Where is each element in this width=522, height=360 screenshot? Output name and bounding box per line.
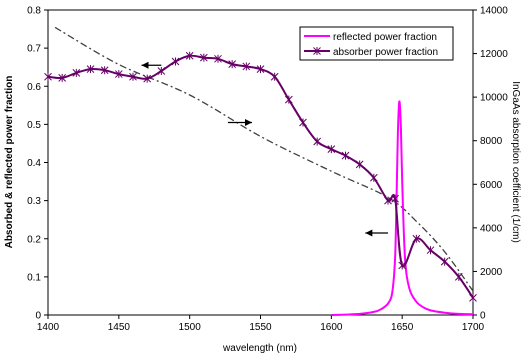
series-reflected-line — [331, 100, 474, 316]
y-left-tick-label: 0.7 — [27, 44, 41, 55]
arrow-left-upper — [141, 61, 162, 69]
x-tick-label: 1650 — [391, 322, 414, 333]
absorber-point — [256, 65, 265, 74]
y-left-tick-label: 0.8 — [27, 6, 41, 17]
axes: 1400 1450 1500 1550 1600 1650 170000.10.20.30.… — [27, 6, 508, 334]
y-left-tick-label: 0 — [35, 311, 41, 322]
absorber-point — [469, 293, 477, 302]
x-tick-label: 1550 — [249, 322, 272, 333]
absorber-point — [214, 54, 222, 63]
absorber-point — [228, 60, 237, 69]
absorber-point — [284, 95, 293, 104]
absorber-point — [270, 72, 279, 81]
absorber-point — [86, 65, 95, 74]
absorber-point — [341, 151, 350, 160]
absorber-point — [426, 246, 435, 255]
absorber-point — [355, 160, 364, 169]
series-absorption-coefficient-line — [54, 26, 474, 292]
absorber-point — [44, 72, 52, 81]
absorber-point — [185, 51, 194, 60]
absorber-point — [199, 53, 208, 62]
y-right-tick-label: 6000 — [480, 180, 503, 191]
x-tick-label: 1600 — [320, 322, 343, 333]
y-left-tick-label: 0.4 — [27, 158, 41, 169]
absorber-point — [369, 173, 378, 182]
legend-label-reflected: reflected power fraction — [333, 32, 437, 43]
absorber-point — [72, 68, 81, 77]
absorber-point — [58, 73, 67, 82]
arrow-right-middle — [227, 118, 252, 126]
y-axis-right-title: InGaAs absorption coefficient (1/cm) — [510, 81, 521, 243]
x-tick-label: 1400 — [37, 322, 60, 333]
legend-box — [299, 26, 454, 61]
absorber-point — [242, 62, 251, 71]
absorber-point — [454, 272, 463, 281]
y-right-tick-label: 10000 — [480, 93, 508, 104]
absorber-point — [384, 196, 392, 205]
absorber-point — [171, 57, 180, 66]
absorber-point — [398, 261, 407, 270]
annotation-arrows — [141, 61, 388, 237]
absorber-point — [100, 66, 109, 75]
legend-asterisk — [313, 47, 321, 55]
y-left-tick-label: 0.6 — [27, 82, 41, 93]
legend: reflected power fraction absorber power … — [299, 26, 454, 61]
absorber-point — [391, 194, 399, 203]
legend-marker-absorber — [313, 47, 321, 55]
y-right-tick-label: 8000 — [480, 136, 503, 147]
absorber-point — [313, 137, 322, 146]
y-left-tick-label: 0.3 — [27, 196, 41, 207]
series-layer — [44, 26, 477, 316]
y-right-tick-label: 0 — [480, 311, 486, 322]
y-right-tick-label: 14000 — [480, 6, 508, 17]
absorber-point — [327, 145, 336, 154]
arrow-left-lower — [365, 229, 388, 237]
absorber-point — [412, 234, 421, 243]
y-right-tick-label: 12000 — [480, 49, 508, 60]
y-axis-left-title: Absorbed & reflected power fraction — [4, 76, 15, 249]
y-left-tick-label: 0.5 — [27, 120, 41, 131]
x-tick-label: 1700 — [462, 322, 485, 333]
absorber-point — [157, 67, 166, 75]
x-tick-label: 1450 — [108, 322, 131, 333]
absorber-point — [129, 72, 137, 81]
absorber-point — [143, 74, 152, 83]
series-absorber-line — [47, 54, 474, 299]
y-left-tick-label: 0.2 — [27, 234, 41, 245]
x-tick-label: 1500 — [179, 322, 202, 333]
y-right-tick-label: 4000 — [480, 223, 503, 234]
y-left-tick-label: 0.1 — [27, 272, 41, 283]
absorber-point — [440, 257, 449, 266]
absorber-point — [114, 70, 123, 79]
legend-label-absorber: absorber power fraction — [333, 47, 438, 58]
absorber-point — [299, 118, 307, 127]
x-axis-title: wavelength (nm) — [222, 343, 297, 354]
y-right-tick-label: 2000 — [480, 267, 503, 278]
